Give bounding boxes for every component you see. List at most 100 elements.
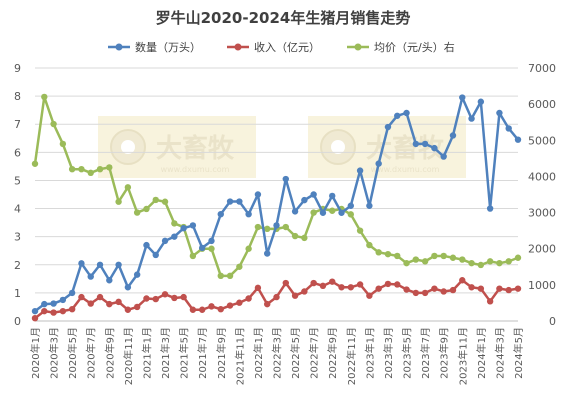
data-point xyxy=(245,295,252,302)
x-tick-label: 2021年5月 xyxy=(178,327,191,379)
legend-marker xyxy=(115,43,123,51)
data-point xyxy=(486,298,494,305)
legend-marker xyxy=(354,43,362,51)
x-tick-label: 2023年9月 xyxy=(438,327,451,379)
data-point xyxy=(143,241,150,249)
data-point xyxy=(78,260,85,267)
x-tick-label: 2022年5月 xyxy=(289,327,302,379)
y-right-tick-label: 5000 xyxy=(528,134,556,147)
data-point xyxy=(124,284,132,291)
y-right-tick-label: 7000 xyxy=(528,62,556,75)
data-point xyxy=(171,233,178,240)
data-point xyxy=(254,191,262,198)
data-point xyxy=(273,222,280,229)
data-point xyxy=(338,209,345,216)
data-point xyxy=(152,295,159,303)
y-left-tick-label: 1 xyxy=(14,287,21,300)
data-point xyxy=(449,286,457,294)
data-point xyxy=(477,98,485,105)
data-point xyxy=(347,211,355,218)
data-point xyxy=(50,120,57,128)
x-tick-label: 2023年1月 xyxy=(363,327,376,379)
data-point xyxy=(319,282,327,290)
y-left-tick-label: 4 xyxy=(14,203,21,216)
x-tick-label: 2022年7月 xyxy=(308,327,321,379)
data-point xyxy=(505,258,512,265)
data-point xyxy=(514,285,522,292)
data-point xyxy=(468,284,475,291)
watermark-subtext-right: www.dxumu.com xyxy=(371,165,440,174)
data-point xyxy=(459,94,466,101)
data-point xyxy=(319,209,327,216)
data-point xyxy=(468,115,475,122)
y-right-tick-label: 0 xyxy=(549,315,556,328)
watermark-subtext-left: www.dxumu.com xyxy=(161,165,230,174)
data-point xyxy=(236,263,243,270)
x-tick-label: 2023年11月 xyxy=(456,327,469,385)
data-point xyxy=(356,281,364,288)
data-point xyxy=(394,112,401,119)
data-point xyxy=(449,254,457,261)
data-point xyxy=(106,277,113,284)
data-point xyxy=(161,291,169,298)
data-point xyxy=(356,227,364,234)
data-point xyxy=(496,259,503,267)
y-left-tick-label: 5 xyxy=(14,174,21,187)
x-tick-label: 2020年7月 xyxy=(85,327,98,379)
data-point xyxy=(310,191,317,198)
data-point xyxy=(459,256,466,263)
data-point xyxy=(226,272,234,280)
x-tick-label: 2020年5月 xyxy=(66,327,79,379)
data-point xyxy=(440,288,447,295)
data-point xyxy=(403,286,410,293)
x-tick-label: 2021年3月 xyxy=(159,327,172,379)
data-point xyxy=(366,292,373,299)
data-point xyxy=(68,289,76,297)
data-point xyxy=(384,280,392,288)
data-point xyxy=(198,244,206,252)
legend-label: 数量（万头） xyxy=(135,41,201,54)
axes: 0 1 2 3 4 5 6 7 8 9 0 1000 2000 3000 4000 5000 6000 7000 2… xyxy=(14,62,556,385)
data-point xyxy=(264,300,271,308)
data-point xyxy=(133,209,141,216)
y-right-tick-label: 6000 xyxy=(528,98,556,111)
data-point xyxy=(254,223,262,231)
x-tick-label: 2020年11月 xyxy=(122,327,135,385)
data-point xyxy=(236,299,243,306)
data-point xyxy=(440,252,447,260)
data-point xyxy=(421,140,429,148)
data-point xyxy=(208,303,215,310)
x-tick-label: 2020年9月 xyxy=(103,327,116,379)
data-point xyxy=(347,284,355,291)
x-tick-label: 2022年11月 xyxy=(345,327,358,385)
data-point xyxy=(273,293,280,301)
data-point xyxy=(245,210,252,218)
data-point xyxy=(87,273,94,280)
x-tick-label: 2020年3月 xyxy=(48,327,61,379)
data-point xyxy=(31,314,39,322)
data-point xyxy=(41,93,48,101)
data-point xyxy=(115,198,122,205)
y-right-tick-label: 3000 xyxy=(528,207,556,220)
data-point xyxy=(245,245,252,252)
data-point xyxy=(59,296,67,304)
data-point xyxy=(421,258,429,265)
x-tick-label: 2024年5月 xyxy=(512,327,525,379)
data-point xyxy=(459,277,466,284)
data-point xyxy=(310,279,317,287)
data-point xyxy=(124,184,132,191)
data-point xyxy=(152,251,159,259)
data-point xyxy=(291,292,299,299)
data-point xyxy=(180,225,187,232)
y-left-tick-label: 2 xyxy=(14,259,21,272)
data-point xyxy=(50,300,57,307)
watermark-left: 大畜牧 www.dxumu.com xyxy=(98,116,256,178)
data-point xyxy=(486,205,494,212)
data-point xyxy=(394,281,401,288)
data-point xyxy=(208,245,215,252)
data-point xyxy=(161,198,169,205)
data-point xyxy=(87,300,94,307)
